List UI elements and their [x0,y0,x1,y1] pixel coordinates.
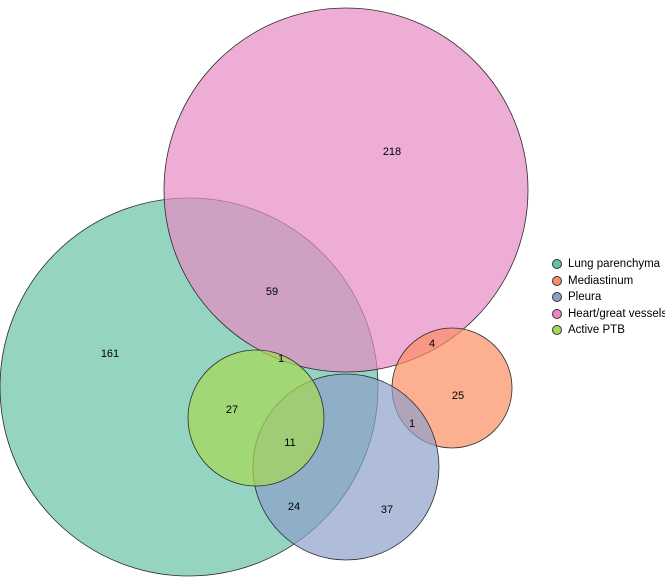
legend-swatch [552,325,562,336]
region-heart-mediastinum: 4 [429,338,435,350]
legend-label: Pleura [568,291,602,304]
region-mediastinum-only: 25 [452,390,464,402]
legend-swatch [552,292,562,303]
region-heart-only: 218 [383,146,401,158]
legend-item-pleura: Pleura [552,289,665,306]
legend-item-active-ptb: Active PTB [552,322,665,339]
legend-item-mediastinum: Mediastinum [552,273,665,290]
legend-swatch [552,259,562,270]
region-pleura-only: 37 [381,504,393,516]
circle-active-ptb [187,349,325,487]
region-lung-ptb: 27 [226,404,238,416]
circle-heart-great-vessels [163,7,529,373]
region-lung-ptb-pleura: 11 [284,437,295,449]
region-lung-only: 161 [101,348,119,360]
legend-label: Active PTB [568,324,625,337]
legend-item-lung-parenchyma: Lung parenchyma [552,256,665,273]
legend-label: Lung parenchyma [568,258,661,271]
region-lung-pleura: 24 [288,501,300,513]
region-lung-heart-ptb: 1 [278,353,284,365]
legend-swatch [552,275,562,286]
region-mediastinum-pleura: 1 [409,418,415,430]
legend-label: Mediastinum [568,274,634,287]
legend-item-heart-great-vessels: Heart/great vessels [552,306,665,323]
region-lung-heart: 59 [266,286,278,298]
legend-label: Heart/great vessels [568,307,665,320]
legend: Lung parenchyma Mediastinum Pleura Heart… [552,256,665,339]
legend-swatch [552,308,562,319]
